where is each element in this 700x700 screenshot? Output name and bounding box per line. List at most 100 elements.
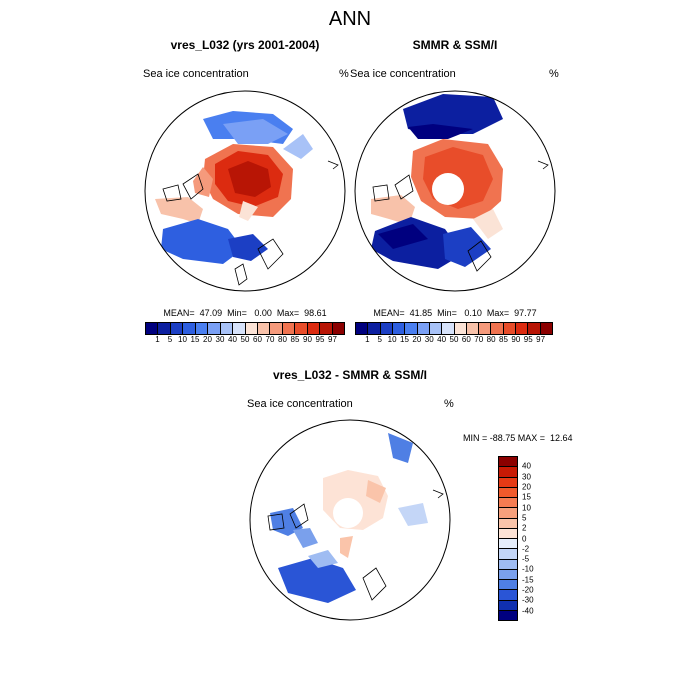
colorbar-tick-label: -2 — [522, 544, 530, 554]
colorbar-swatch — [479, 323, 492, 334]
obs-stats: MEAN= 41.85 Min= 0.10 Max= 97.77 — [373, 308, 537, 318]
colorbar-swatch — [466, 323, 480, 334]
colorbar-swatch — [528, 323, 541, 334]
diff-sea-ice-map — [249, 419, 451, 621]
colorbar-tick-label: 40 — [228, 335, 237, 344]
colorbar-tick-label: 50 — [449, 335, 459, 344]
colorbar-tick-label: 1 — [365, 335, 370, 344]
colorbar-swatch — [392, 323, 406, 334]
colorbar-tick-label: 90 — [303, 335, 312, 344]
obs-panel-title: SMMR & SSM/I — [412, 38, 498, 52]
obs-field-label: Sea ice concentration — [350, 68, 456, 80]
colorbar-swatch — [429, 323, 443, 334]
colorbar-tick-label: 0 — [522, 534, 527, 543]
colorbar-tick-label: 5 — [522, 513, 527, 523]
colorbar-swatch — [499, 590, 517, 601]
colorbar-tick-label: 30 — [424, 335, 434, 344]
colorbar-swatch — [170, 323, 184, 334]
colorbar-swatch — [220, 323, 234, 334]
colorbar-tick-label: 20 — [522, 482, 531, 492]
obs-colorbar: 1 5 10 15 20 30 40 50 60 70 80 85 90 95 97 — [355, 322, 553, 347]
colorbar-swatch — [257, 323, 271, 334]
colorbar-tick-label: 70 — [265, 335, 275, 344]
colorbar-tick-label: 97 — [536, 335, 546, 344]
colorbar-swatch — [499, 600, 517, 611]
colorbar-swatch — [417, 323, 430, 334]
colorbar-swatch — [245, 323, 258, 334]
colorbar-swatch — [499, 580, 517, 591]
colorbar-tick-label: 15 — [522, 492, 531, 502]
colorbar-swatch — [270, 323, 283, 334]
colorbar-swatch — [380, 323, 393, 334]
colorbar-tick-label: -15 — [522, 575, 534, 585]
colorbar-tick-label: 30 — [522, 472, 531, 482]
colorbar-swatch — [499, 610, 517, 620]
colorbar-swatch — [499, 518, 517, 529]
colorbar-tick-label: 5 — [167, 335, 173, 344]
colorbar-swatch — [295, 323, 308, 334]
colorbar-swatch — [503, 323, 517, 334]
colorbar-tick-label: 85 — [499, 335, 508, 344]
colorbar-swatch — [499, 487, 517, 498]
model-stats: MEAN= 47.09 Min= 0.00 Max= 98.61 — [163, 308, 327, 318]
colorbar-swatch — [320, 323, 333, 334]
colorbar-swatch — [499, 528, 517, 539]
colorbar-tick-label: 40 — [522, 461, 531, 471]
colorbar-swatch — [499, 569, 517, 580]
colorbar-swatch — [356, 323, 369, 334]
diff-panel-title: vres_L032 - SMMR & SSM/I — [272, 368, 428, 382]
obs-units-label: % — [549, 68, 559, 80]
diff-field-label: Sea ice concentration — [247, 398, 353, 410]
colorbar-swatch — [499, 549, 517, 560]
colorbar-tick-label: 60 — [253, 335, 262, 344]
colorbar-swatch — [368, 323, 381, 334]
colorbar-tick-label: 97 — [328, 335, 337, 344]
colorbar-tick-label: 95 — [523, 335, 533, 344]
colorbar-swatch — [499, 508, 517, 519]
model-colorbar: 1 5 10 15 20 30 40 50 60 70 80 85 90 95 97 — [145, 322, 345, 347]
colorbar-tick-label: -10 — [522, 564, 534, 574]
colorbar-tick-label: 20 — [203, 335, 212, 344]
obs-sea-ice-map — [354, 90, 556, 292]
colorbar-swatch — [499, 498, 517, 509]
colorbar-tick-label: 15 — [400, 335, 409, 344]
model-units-label: % — [339, 68, 349, 80]
colorbar-tick-label: 2 — [522, 523, 527, 533]
diff-stats: MIN = -88.75 MAX = 12.64 — [463, 433, 573, 443]
colorbar-swatch — [516, 323, 529, 334]
colorbar-tick-label: 10 — [387, 335, 397, 344]
colorbar-tick-label: 1 — [155, 335, 160, 344]
colorbar-swatch — [540, 323, 552, 334]
colorbar-swatch — [183, 323, 196, 334]
colorbar-swatch — [195, 323, 209, 334]
colorbar-swatch — [405, 323, 418, 334]
colorbar-tick-label: 85 — [290, 335, 300, 344]
colorbar-tick-label: 15 — [190, 335, 200, 344]
colorbar-tick-label: 20 — [412, 335, 422, 344]
colorbar-swatch — [332, 323, 344, 334]
colorbar-swatch — [454, 323, 467, 334]
model-panel-title: vres_L032 (yrs 2001-2004) — [170, 38, 320, 52]
colorbar-swatch — [158, 323, 171, 334]
colorbar-tick-label: 90 — [511, 335, 521, 344]
colorbar-tick-label: 50 — [240, 335, 250, 344]
colorbar-swatch — [233, 323, 246, 334]
colorbar-tick-label: 40 — [437, 335, 447, 344]
colorbar-tick-label: -20 — [522, 585, 534, 595]
colorbar-swatch — [282, 323, 296, 334]
colorbar-tick-label: 80 — [486, 335, 496, 344]
colorbar-tick-label: 70 — [474, 335, 484, 344]
colorbar-swatch — [491, 323, 504, 334]
figure-title: ANN — [328, 8, 372, 30]
colorbar-tick-label: -40 — [522, 606, 534, 616]
colorbar-tick-label: 5 — [377, 335, 382, 344]
colorbar-tick-label: -30 — [522, 595, 534, 605]
colorbar-swatch — [208, 323, 221, 334]
colorbar-tick-label: 60 — [461, 335, 471, 344]
colorbar-swatch — [442, 323, 455, 334]
colorbar-swatch — [499, 467, 517, 478]
colorbar-swatch — [146, 323, 159, 334]
colorbar-tick-label: 10 — [522, 503, 531, 513]
diff-units-label: % — [444, 398, 454, 410]
colorbar-tick-label: -5 — [522, 554, 530, 564]
